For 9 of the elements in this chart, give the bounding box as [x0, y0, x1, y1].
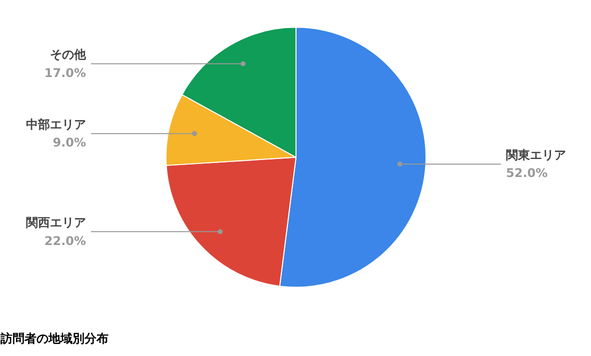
text: 訪問者の地域別分布	[0, 332, 108, 346]
data-label: 17.0%	[44, 66, 86, 80]
slice-label: 関西エリア	[26, 216, 86, 230]
data-label: 9.0%	[52, 136, 86, 150]
data-label: 52.0%	[506, 166, 548, 180]
data-label: 22.0%	[44, 234, 86, 248]
slice-label: 中部エリア	[26, 117, 86, 132]
slice-label: その他	[50, 48, 87, 62]
slice-label: 関東エリア	[506, 148, 566, 162]
